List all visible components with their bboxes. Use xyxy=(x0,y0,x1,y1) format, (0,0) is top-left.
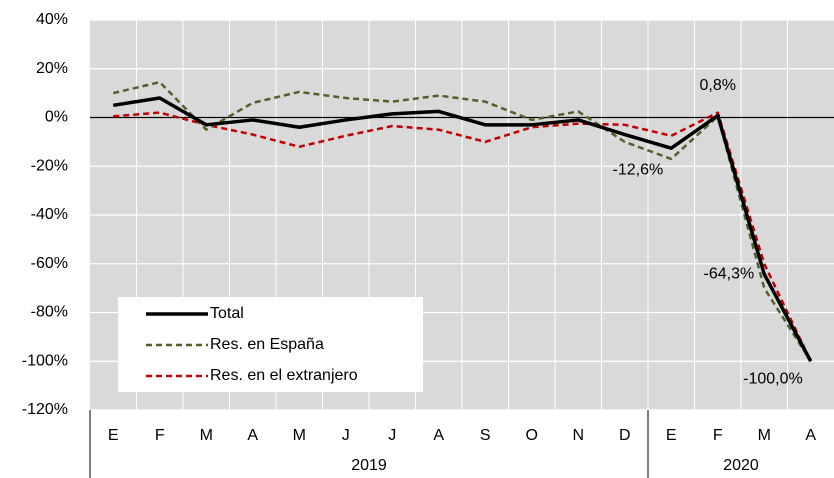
x-tick-label: S xyxy=(480,427,491,444)
x-tick-label: E xyxy=(108,427,119,444)
x-group-label: 2019 xyxy=(351,457,387,474)
series-line xyxy=(112,80,812,362)
x-tick-label: A xyxy=(433,427,444,444)
y-tick-label: -80% xyxy=(31,304,68,321)
y-tick-label: 20% xyxy=(36,60,68,77)
data-label: 0,8% xyxy=(700,77,736,94)
series-line xyxy=(112,96,813,363)
y-tick-label: -40% xyxy=(31,206,68,223)
data-label: -100,0% xyxy=(743,370,803,387)
y-tick-label: -20% xyxy=(31,157,68,174)
series-line xyxy=(113,111,812,362)
legend-label: Res. en España xyxy=(210,336,324,353)
y-tick-label: -120% xyxy=(22,401,68,418)
x-tick-label: E xyxy=(666,427,677,444)
x-tick-label: F xyxy=(155,427,165,444)
data-label: -12,6% xyxy=(613,161,664,178)
y-tick-label: -60% xyxy=(31,255,68,272)
legend-label: Res. en el extranjero xyxy=(210,367,358,384)
legend-label: Total xyxy=(210,305,244,322)
x-tick-label: J xyxy=(342,427,350,444)
y-tick-label: 0% xyxy=(45,109,68,126)
x-tick-label: N xyxy=(572,427,584,444)
x-tick-label: D xyxy=(619,427,631,444)
x-tick-label: F xyxy=(713,427,723,444)
data-label: -64,3% xyxy=(704,265,755,282)
x-tick-label: M xyxy=(200,427,213,444)
x-tick-label: M xyxy=(758,427,771,444)
x-tick-label: A xyxy=(805,427,816,444)
y-tick-label: -100% xyxy=(22,352,68,369)
x-tick-label: M xyxy=(293,427,306,444)
y-tick-label: 40% xyxy=(36,11,68,28)
x-tick-label: J xyxy=(388,427,396,444)
x-tick-label: A xyxy=(247,427,258,444)
x-tick-label: O xyxy=(526,427,538,444)
x-group-label: 2020 xyxy=(723,457,759,474)
